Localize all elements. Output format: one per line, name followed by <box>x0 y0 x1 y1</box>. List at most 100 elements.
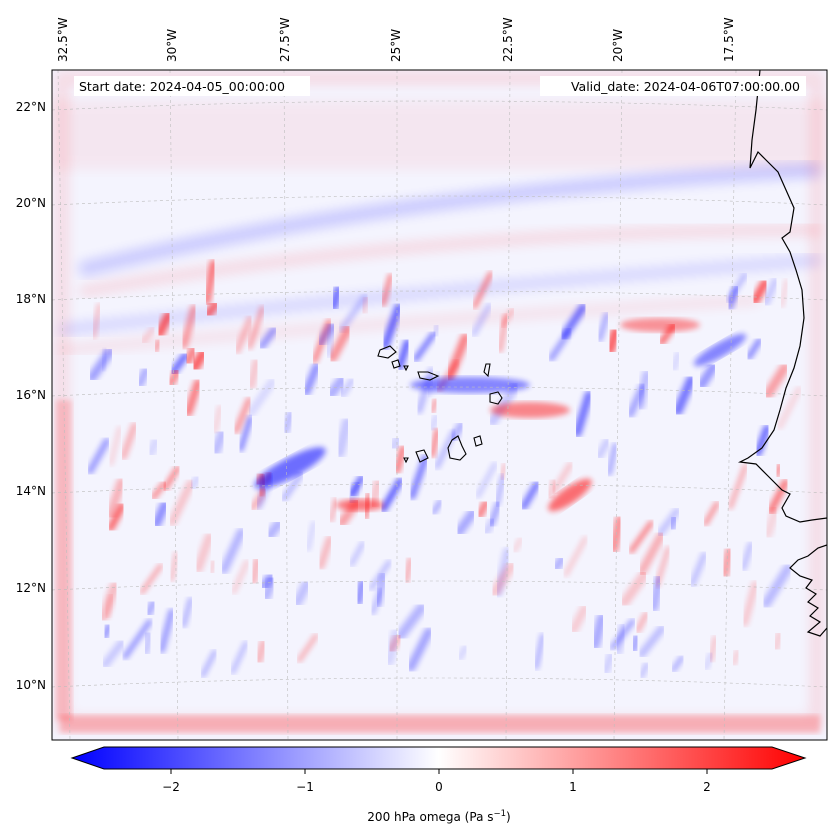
lon-tick-label: 27.5°W <box>278 17 292 62</box>
longitude-labels: 32.5°W 30°W 27.5°W 25°W 22.5°W 20°W 17.5… <box>56 17 736 62</box>
omega-streak <box>248 556 262 586</box>
omega-streak <box>745 337 763 361</box>
latitude-labels: 22°N 20°N 18°N 16°N 14°N 12°N 10°N <box>16 100 46 692</box>
omega-streak <box>763 505 780 540</box>
omega-streak <box>667 514 680 533</box>
omega-streak <box>206 557 218 576</box>
omega-streak <box>302 362 321 397</box>
omega-streak <box>472 271 494 309</box>
omega-streak <box>212 404 223 434</box>
omega-streak <box>373 572 389 608</box>
omega-streak <box>305 520 317 552</box>
omega-streak <box>740 541 754 572</box>
omega-streak <box>105 477 127 519</box>
lat-tick-label: 22°N <box>16 100 46 114</box>
omega-streak <box>416 367 435 414</box>
omega-streak <box>637 624 666 658</box>
omega-streak <box>139 563 163 595</box>
omega-streak <box>91 303 102 339</box>
omega-streak <box>559 303 588 341</box>
omega-streak <box>619 570 649 608</box>
omega-streak <box>395 602 427 641</box>
omega-streak <box>741 580 759 627</box>
colorbar-scale <box>70 746 807 770</box>
omega-streak <box>180 596 194 629</box>
omega-streak <box>634 611 650 634</box>
omega-streak <box>589 612 607 651</box>
omega-streak <box>406 627 434 672</box>
omega-streak <box>180 304 198 349</box>
omega-streak <box>475 499 490 520</box>
omega-streak <box>158 608 176 654</box>
omega-streak <box>150 480 168 501</box>
omega-streak <box>548 478 592 512</box>
omega-streak <box>108 426 122 466</box>
omega-streak <box>200 649 218 678</box>
omega-streak <box>258 571 276 591</box>
omega-streak <box>762 362 790 400</box>
guinea-bissau-coast <box>789 544 827 637</box>
omega-streak <box>325 325 336 358</box>
omega-streak <box>637 531 666 576</box>
omega-streak <box>203 299 221 319</box>
omega-streak <box>671 655 685 673</box>
omega-streak <box>408 454 429 500</box>
omega-streak <box>403 556 414 584</box>
omega-streak <box>162 465 181 492</box>
omega-streak <box>475 461 498 499</box>
omega-streak <box>258 325 278 350</box>
omega-streak <box>620 318 700 332</box>
colorbar-tick-label: 1 <box>569 780 577 794</box>
omega-streak <box>761 563 793 609</box>
omega-streak <box>297 633 319 663</box>
omega-streak <box>551 461 574 495</box>
africa-coastline <box>737 70 827 523</box>
omega-streak <box>264 518 284 541</box>
omega-streak <box>608 514 625 554</box>
lon-tick-label: 22.5°W <box>501 17 515 62</box>
omega-streak <box>98 581 120 623</box>
omega-streak <box>210 428 228 457</box>
map-panel: Start date: 2024-04-05_00:00:00 Valid_da… <box>51 69 828 741</box>
omega-streak <box>328 496 339 523</box>
omega-streak <box>253 638 269 666</box>
omega-streak <box>326 374 348 400</box>
omega-streak <box>189 348 208 373</box>
omega-streak <box>754 424 771 457</box>
omega-streak <box>327 324 353 363</box>
omega-streak <box>349 541 366 567</box>
omega-streak <box>254 447 326 489</box>
omega-streak <box>490 402 570 418</box>
colorbar-tick-label: 0 <box>435 780 443 794</box>
lat-tick-label: 14°N <box>16 484 46 498</box>
omega-streak <box>336 499 384 511</box>
omega-streak <box>101 622 112 640</box>
omega-streak <box>638 661 650 680</box>
omega-streak <box>380 477 404 513</box>
omega-streak <box>231 559 250 595</box>
lon-tick-label: 32.5°W <box>56 17 70 62</box>
lon-tick-label: 17.5°W <box>722 17 736 62</box>
lon-tick-label: 20°W <box>611 29 625 62</box>
omega-streak <box>203 259 218 305</box>
colorbar-tick-label: −1 <box>296 780 314 794</box>
lat-tick-label: 20°N <box>16 196 46 210</box>
omega-streak <box>454 508 478 537</box>
omega-streak <box>573 390 594 438</box>
omega-streak <box>120 422 138 460</box>
colorbar-tick-label: −2 <box>162 780 180 794</box>
omega-streak <box>396 338 411 371</box>
start-date-label: Start date: 2024-04-05_00:00:00 <box>79 79 285 94</box>
omega-streak <box>470 302 493 337</box>
omega-streak <box>233 396 252 435</box>
lon-tick-label: 25°W <box>389 29 403 62</box>
omega-streak <box>52 100 827 170</box>
omega-streak <box>183 345 199 367</box>
omega-streak <box>551 554 567 572</box>
omega-streak <box>703 651 715 671</box>
omega-streak <box>601 651 616 676</box>
omega-streak <box>381 303 403 350</box>
omega-streak <box>329 284 342 311</box>
omega-streak <box>135 366 151 389</box>
omega-streak <box>184 378 203 417</box>
